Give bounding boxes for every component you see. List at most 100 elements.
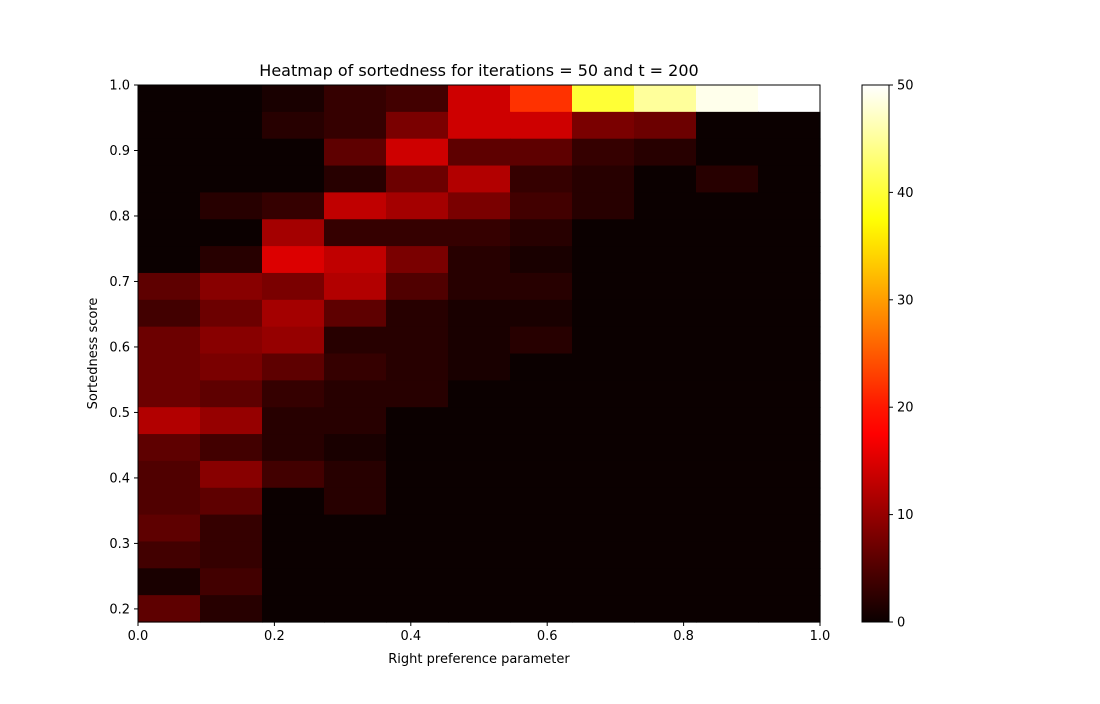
heatmap-cell: [696, 246, 759, 274]
y-tick-label: 0.6: [109, 340, 130, 355]
heatmap-cell: [200, 514, 263, 543]
heatmap-cell: [262, 460, 325, 489]
heatmap-cell: [138, 460, 201, 489]
heatmap-cell: [634, 541, 697, 569]
heatmap-cell: [386, 568, 449, 596]
heatmap-cell: [758, 568, 821, 596]
heatmap-cell: [696, 541, 759, 569]
heatmap-cell: [448, 326, 511, 355]
colorbar: [861, 84, 890, 623]
heatmap-cell: [448, 111, 511, 140]
heatmap-cell: [572, 219, 635, 247]
heatmap-cell: [386, 514, 449, 543]
y-tick-label: 0.9: [109, 144, 130, 159]
heatmap-cell: [572, 380, 635, 408]
heatmap-cell: [634, 219, 697, 247]
heatmap-cell: [696, 326, 759, 355]
heatmap-cell: [758, 380, 821, 408]
heatmap-cell: [386, 434, 449, 462]
heatmap-cell: [200, 272, 263, 301]
heatmap-cell: [200, 568, 263, 596]
heatmap-cell: [758, 353, 821, 381]
heatmap-cell: [138, 353, 201, 381]
heatmap-cell: [758, 138, 821, 167]
heatmap-cell: [510, 219, 573, 247]
heatmap-cell: [324, 380, 387, 408]
heatmap-cell: [262, 138, 325, 167]
heatmap-cell: [448, 85, 511, 113]
heatmap-cell: [696, 85, 759, 113]
heatmap-cell: [510, 353, 573, 381]
heatmap-cell: [324, 595, 387, 623]
heatmap-cell: [386, 353, 449, 381]
heatmap-cell: [386, 219, 449, 247]
heatmap-cell: [572, 541, 635, 569]
x-tick-label: 0.8: [673, 629, 694, 644]
y-tick-label: 1.0: [109, 79, 130, 94]
heatmap-cell: [262, 434, 325, 462]
heatmap-cell: [200, 219, 263, 247]
heatmap-cell: [324, 460, 387, 489]
heatmap-cell: [572, 568, 635, 596]
heatmap-cell: [758, 407, 821, 435]
heatmap-cell: [572, 299, 635, 328]
heatmap-cell: [386, 407, 449, 435]
heatmap-cell: [696, 272, 759, 301]
heatmap-cell: [634, 380, 697, 408]
heatmap-cell: [572, 326, 635, 355]
heatmap-cell: [324, 165, 387, 193]
heatmap-cell: [324, 246, 387, 274]
heatmap-cell: [200, 595, 263, 623]
heatmap-cell: [324, 138, 387, 167]
heatmap-cell: [758, 85, 821, 113]
heatmap-cell: [200, 460, 263, 489]
heatmap-cell: [634, 299, 697, 328]
heatmap-cell: [138, 192, 201, 220]
heatmap-cell: [448, 272, 511, 301]
heatmap-cell: [448, 541, 511, 569]
heatmap-cell: [138, 407, 201, 435]
heatmap-cell: [200, 380, 263, 408]
heatmap-cell: [200, 299, 263, 328]
heatmap-cell: [324, 487, 387, 516]
heatmap-cell: [510, 407, 573, 435]
heatmap-cell: [510, 326, 573, 355]
heatmap-cell: [200, 192, 263, 220]
heatmap-cell: [448, 299, 511, 328]
heatmap-cell: [448, 595, 511, 623]
heatmap-cell: [510, 568, 573, 596]
heatmap-cell: [572, 111, 635, 140]
heatmap-cell: [510, 246, 573, 274]
heatmap-cell: [634, 434, 697, 462]
heatmap-cell: [634, 595, 697, 623]
heatmap-cell: [386, 595, 449, 623]
heatmap-cell: [262, 514, 325, 543]
heatmap-cell: [696, 568, 759, 596]
heatmap-cell: [324, 85, 387, 113]
heatmap-cell: [572, 353, 635, 381]
heatmap-cell: [386, 487, 449, 516]
heatmap-cell: [386, 272, 449, 301]
heatmap-cell: [572, 460, 635, 489]
heatmap-cell: [324, 299, 387, 328]
heatmap-cell: [200, 541, 263, 569]
heatmap-cell: [758, 111, 821, 140]
heatmap-cell: [448, 246, 511, 274]
colorbar-axis: 0 10 20 30 40 50: [889, 79, 914, 631]
heatmap-cell: [634, 460, 697, 489]
heatmap-cell: [262, 407, 325, 435]
heatmap-cell: [448, 434, 511, 462]
heatmap-cell: [386, 299, 449, 328]
heatmap-cell: [262, 165, 325, 193]
y-axis-label: Sortedness score: [86, 298, 101, 410]
heatmap-cell: [696, 192, 759, 220]
heatmap-cell: [572, 487, 635, 516]
heatmap-cell: [324, 326, 387, 355]
heatmap-cell: [572, 514, 635, 543]
heatmap-cell: [448, 192, 511, 220]
heatmap-cell: [448, 487, 511, 516]
colorbar-tick-label: 50: [897, 79, 914, 94]
heatmap-cell: [696, 407, 759, 435]
heatmap-cell: [138, 541, 201, 569]
heatmap-cell: [634, 407, 697, 435]
